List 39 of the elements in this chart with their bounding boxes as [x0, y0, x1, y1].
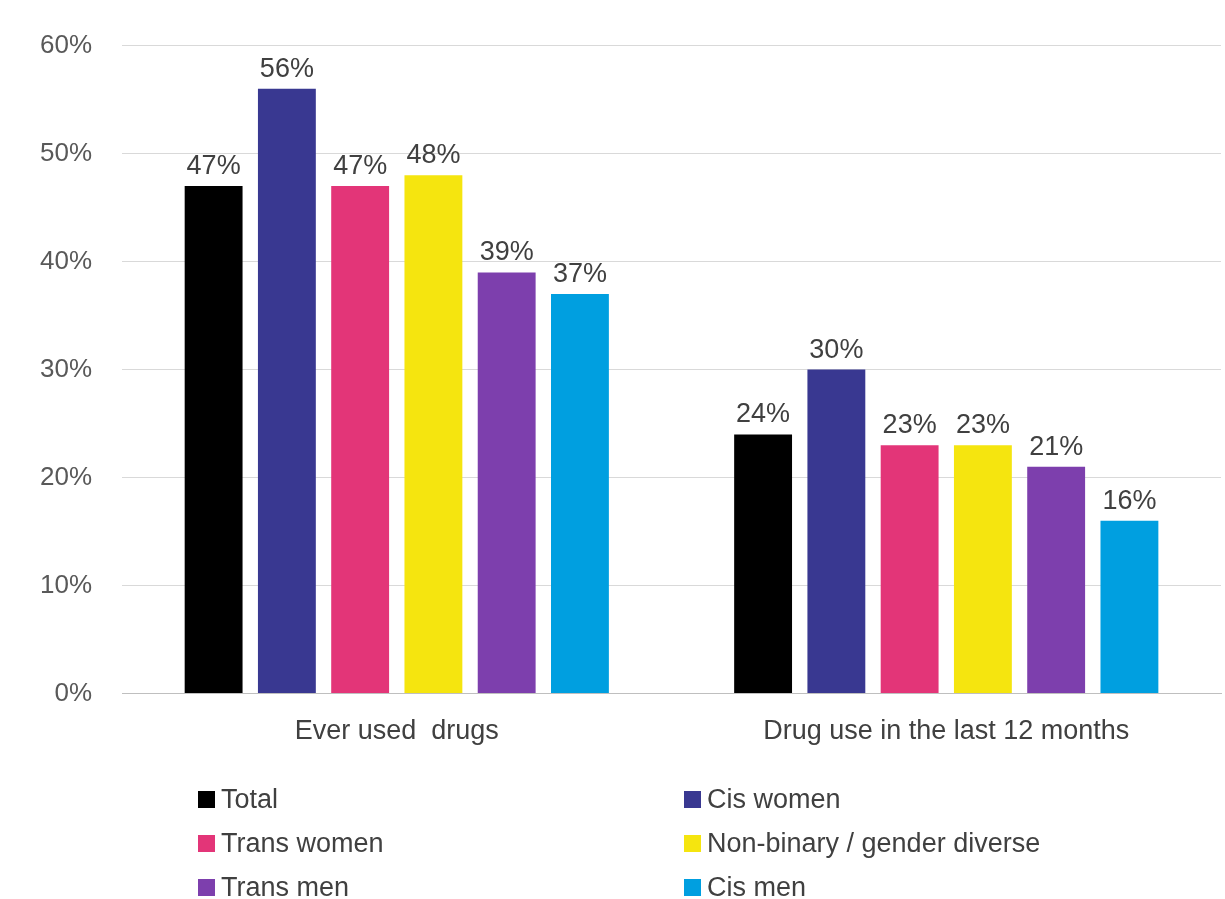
data-label: 21% — [1029, 430, 1084, 461]
data-label: 23% — [955, 409, 1010, 440]
legend-label: Trans men — [221, 871, 350, 899]
data-label: 39% — [479, 236, 534, 267]
bar — [331, 186, 390, 694]
x-tick-label: Drug use in the last 12 months — [763, 715, 1130, 746]
legend-label: Trans women — [221, 827, 384, 859]
data-label: 30% — [809, 333, 864, 364]
bar — [807, 369, 866, 694]
bar — [477, 272, 536, 694]
data-label: 56% — [259, 52, 314, 83]
data-label: 16% — [1102, 484, 1157, 515]
bar — [1027, 466, 1086, 694]
bar — [734, 434, 793, 694]
bar — [404, 175, 463, 694]
y-tick-label: 30% — [39, 352, 93, 383]
bar — [551, 294, 609, 694]
data-label: 23% — [882, 409, 937, 440]
y-tick-label: 0% — [54, 676, 93, 707]
legend-label: Total — [221, 783, 279, 815]
data-label: 24% — [736, 398, 791, 429]
bar — [953, 445, 1012, 694]
x-tick-label: Ever used drugs — [294, 715, 499, 746]
y-tick-label: 60% — [39, 28, 93, 59]
bar — [1100, 520, 1159, 694]
legend-label: Cis men — [707, 871, 807, 899]
bar — [184, 186, 243, 694]
y-tick-label: 40% — [39, 244, 93, 275]
bar — [880, 445, 939, 694]
data-label: 47% — [186, 149, 241, 180]
legend-label: Non-binary / gender diverse — [707, 827, 1041, 859]
y-tick-label: 20% — [39, 460, 93, 491]
legend-label: Cis women — [707, 783, 841, 815]
bar — [257, 88, 316, 694]
data-label: 37% — [552, 257, 607, 288]
data-label: 47% — [333, 149, 388, 180]
y-tick-label: 10% — [39, 568, 93, 599]
y-tick-label: 50% — [39, 136, 93, 167]
data-label: 48% — [406, 139, 461, 170]
